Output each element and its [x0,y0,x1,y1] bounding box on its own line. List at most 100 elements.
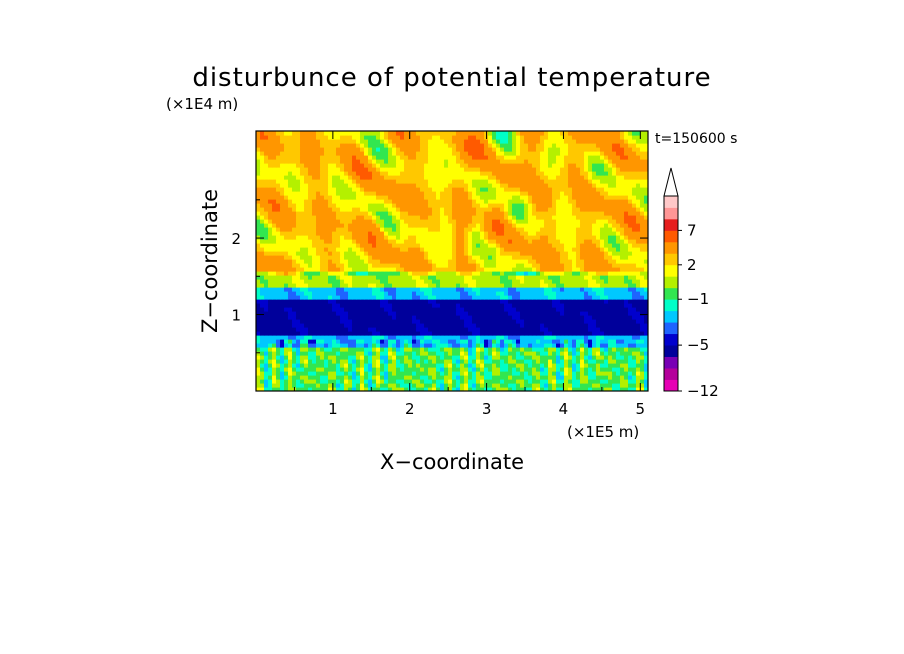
field-cell [344,275,349,280]
field-cell [600,247,605,252]
field-cell [384,383,389,388]
field-cell [480,347,485,352]
field-cell [456,271,461,276]
field-cell [460,367,465,372]
field-cell [480,271,485,276]
field-cell [612,247,617,252]
field-cell [556,207,561,212]
field-cell [276,347,281,352]
field-cell [324,379,329,384]
field-cell [436,299,441,304]
field-cell [336,191,341,196]
field-cell [620,287,625,292]
field-cell [468,251,473,256]
field-cell [296,299,301,304]
field-cell [600,231,605,236]
field-cell [492,215,497,220]
field-cell [540,247,545,252]
field-cell [484,223,489,228]
field-cell [452,347,457,352]
field-cell [264,275,269,280]
field-cell [316,343,321,348]
field-cell [416,235,421,240]
field-cell [392,319,397,324]
field-cell [296,215,301,220]
field-cell [608,303,613,308]
field-cell [548,315,553,320]
field-cell [256,227,261,232]
field-cell [536,315,541,320]
field-cell [260,259,265,264]
field-cell [596,363,601,368]
field-cell [568,283,573,288]
field-cell [264,343,269,348]
field-cell [388,339,393,344]
field-cell [596,223,601,228]
field-cell [420,375,425,380]
field-cell [512,299,517,304]
field-cell [452,387,457,391]
field-cell [356,359,361,364]
field-cell [616,319,621,324]
field-cell [364,347,369,352]
field-cell [468,191,473,196]
field-cell [436,331,441,336]
field-cell [272,223,277,228]
field-cell [308,315,313,320]
field-cell [516,351,521,356]
field-cell [348,299,353,304]
field-cell [336,187,341,192]
field-cell [348,219,353,224]
field-cell [592,279,597,284]
field-cell [328,231,333,236]
field-cell [280,271,285,276]
field-cell [616,379,621,384]
field-cell [576,339,581,344]
field-cell [544,287,549,292]
field-cell [296,239,301,244]
field-cell [372,247,377,252]
field-cell [536,235,541,240]
field-cell [568,291,573,296]
field-cell [484,307,489,312]
field-cell [516,283,521,288]
field-cell [484,303,489,308]
field-cell [352,291,357,296]
field-cell [400,371,405,376]
field-cell [300,339,305,344]
field-cell [480,387,485,391]
field-cell [484,271,489,276]
field-cell [572,323,577,328]
field-cell [284,195,289,200]
field-cell [472,303,477,308]
field-cell [640,295,645,300]
field-cell [520,191,525,196]
field-cell [460,303,465,308]
field-cell [324,327,329,332]
field-cell [444,371,449,376]
field-cell [556,191,561,196]
field-cell [312,335,317,340]
field-cell [600,383,605,388]
field-cell [420,343,425,348]
field-cell [300,287,305,292]
field-cell [604,311,609,316]
field-cell [536,355,541,360]
field-cell [368,383,373,388]
field-cell [452,235,457,240]
field-cell [592,223,597,228]
field-cell [304,223,309,228]
field-cell [412,367,417,372]
field-cell [384,235,389,240]
field-cell [640,307,645,312]
field-cell [392,255,397,260]
field-cell [332,387,337,391]
field-cell [532,355,537,360]
field-cell [356,251,361,256]
field-cell [500,199,505,204]
field-cell [448,243,453,248]
field-cell [324,279,329,284]
field-cell [336,195,341,200]
field-cell [260,255,265,260]
field-cell [364,191,369,196]
